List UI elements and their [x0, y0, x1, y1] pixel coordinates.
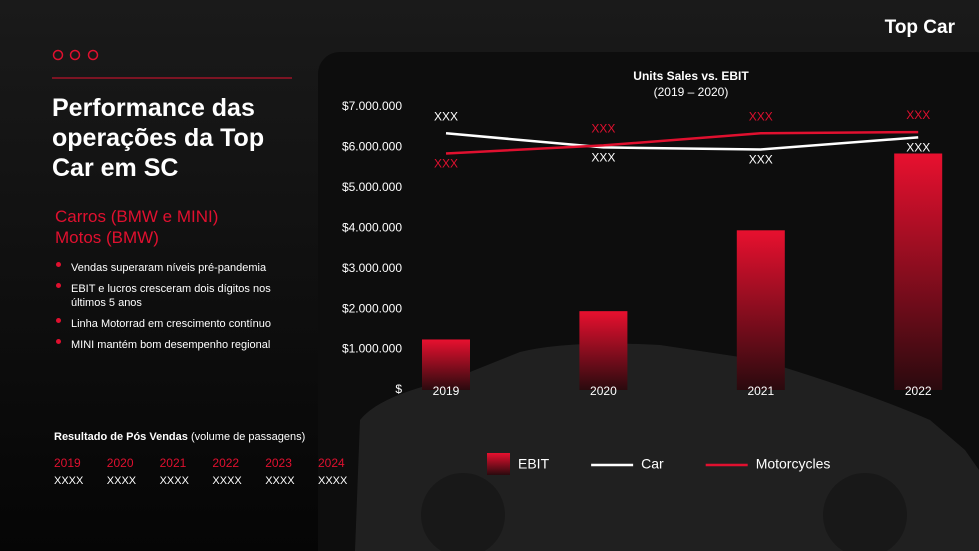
y-tick-label: $2.000.000 — [342, 301, 402, 315]
data-label: XXX — [749, 153, 773, 167]
subtitle-line: Motos (BMW) — [55, 228, 159, 247]
after-sales-year: 2024 — [318, 456, 345, 470]
after-sales-year: 2020 — [107, 456, 134, 470]
chart-subtitle: (2019 – 2020) — [654, 85, 729, 99]
bar — [894, 153, 943, 390]
after-sales-title: Resultado de Pós Vendas — [54, 431, 188, 443]
y-tick-label: $7.000.000 — [342, 99, 402, 113]
bar — [422, 339, 470, 390]
legend-label: Car — [641, 456, 664, 472]
data-label: XXX — [906, 140, 930, 154]
y-tick-label: $5.000.000 — [342, 180, 402, 194]
after-sales-value: XXXX — [54, 475, 84, 487]
y-tick-label: $6.000.000 — [342, 140, 402, 154]
data-label: XXX — [591, 151, 615, 165]
bullet: Vendas superaram níveis pré-pandemia — [55, 261, 295, 275]
bar — [579, 311, 628, 390]
data-label: XXX — [749, 109, 773, 123]
bullet-list: Vendas superaram níveis pré-pandemia EBIT… — [55, 261, 295, 359]
bullet: MINI mantém bom desempenho regional — [55, 338, 295, 352]
dot-icon — [52, 49, 64, 61]
data-label: XXX — [906, 108, 930, 122]
after-sales-year: 2019 — [54, 456, 81, 470]
after-sales-heading: Resultado de Pós Vendas (volume de passa… — [54, 431, 305, 443]
legend-label: EBIT — [518, 456, 550, 472]
car-wheel — [421, 473, 505, 551]
car-silhouette — [355, 343, 979, 551]
after-sales-value: XXXX — [265, 475, 295, 487]
dot-icon — [69, 49, 81, 61]
chart-title: Units Sales vs. EBIT — [633, 69, 749, 83]
x-tick-label: 2022 — [905, 384, 932, 398]
title: Performance das operações da Top Car em SC — [52, 93, 264, 183]
car-wheel — [823, 473, 907, 551]
y-tick-label: $4.000.000 — [342, 220, 402, 234]
subtitle: Carros (BMW e MINI) Motos (BMW) — [55, 206, 218, 248]
after-sales-value: XXXX — [318, 475, 348, 487]
after-sales-year: 2023 — [265, 456, 292, 470]
title-line: Car em SC — [52, 154, 179, 182]
after-sales-year: 2022 — [212, 456, 239, 470]
x-tick-label: 2021 — [747, 384, 774, 398]
y-tick-label: $1.000.000 — [342, 342, 402, 356]
dot-icon — [87, 49, 99, 61]
bullet: Linha Motorrad em crescimento contínuo — [55, 317, 295, 331]
line — [445, 132, 919, 151]
bullet: EBIT e lucros cresceram dois dígitos nos… — [55, 282, 295, 310]
title-line: operações da Top — [52, 124, 265, 152]
after-sales-value: XXXX — [212, 475, 242, 487]
data-label: XXX — [434, 157, 458, 171]
x-tick-label: 2019 — [433, 384, 460, 398]
brand: Top Car — [885, 17, 956, 38]
y-tick-label: $3.000.000 — [342, 261, 402, 275]
after-sales-year: 2021 — [160, 456, 187, 470]
x-tick-label: 2020 — [590, 384, 617, 398]
subtitle-line: Carros (BMW e MINI) — [55, 207, 219, 226]
data-label: XXX — [434, 109, 458, 123]
legend-label: Motorcycles — [756, 456, 831, 472]
title-line: Performance das — [52, 94, 255, 122]
after-sales-value: XXXX — [160, 475, 190, 487]
after-sales-value: XXXX — [107, 475, 137, 487]
bar — [736, 230, 785, 390]
line — [445, 130, 919, 155]
after-sales-note: (volume de passagens) — [190, 431, 306, 443]
y-tick-label: $ — [395, 382, 402, 396]
data-label: XXX — [591, 122, 615, 136]
legend-swatch — [487, 453, 510, 475]
